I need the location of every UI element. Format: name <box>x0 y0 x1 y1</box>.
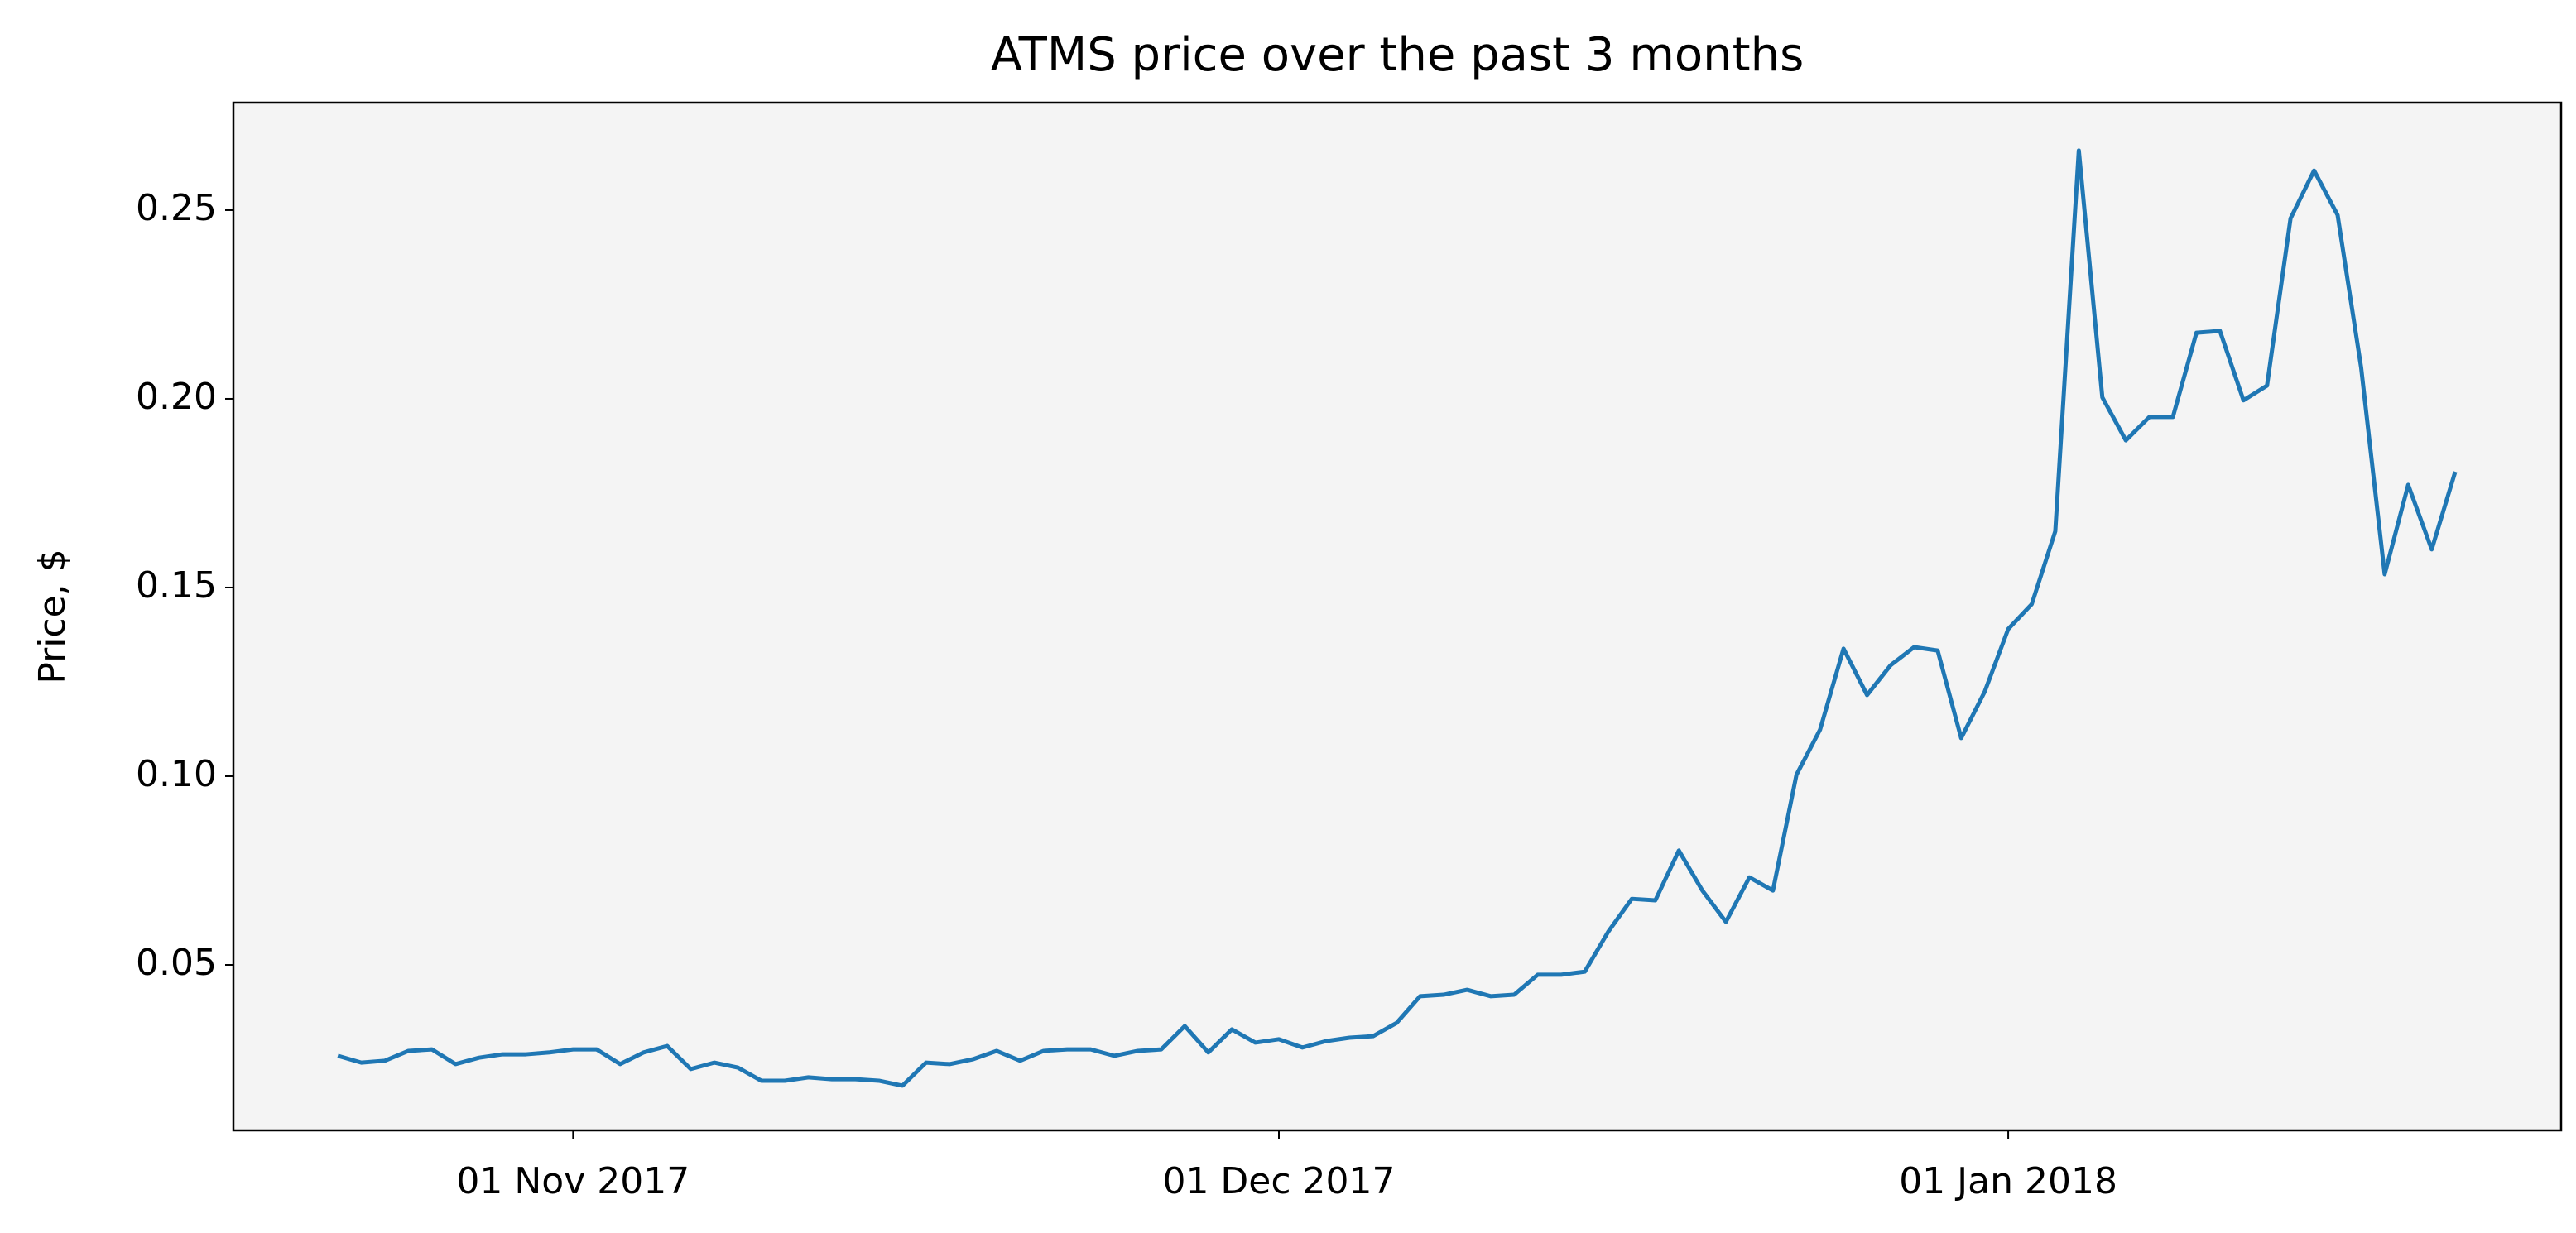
price-line <box>337 148 2458 1088</box>
chart-title: ATMS price over the past 3 months <box>991 28 1805 82</box>
y-tick-label: 0.15 <box>136 564 217 607</box>
plot-background <box>233 103 2561 1130</box>
y-axis-label: Price, $ <box>31 549 74 684</box>
y-tick-label: 0.25 <box>136 187 217 229</box>
y-tick-label: 0.20 <box>136 376 217 418</box>
y-tick-label: 0.10 <box>136 753 217 795</box>
x-tick-label: 01 Jan 2018 <box>1899 1160 2117 1202</box>
plot-frame <box>232 101 2563 1132</box>
x-tick-label: 01 Nov 2017 <box>456 1160 690 1202</box>
y-tick-label: 0.05 <box>136 942 217 984</box>
x-tick-label: 01 Dec 2017 <box>1162 1160 1395 1202</box>
